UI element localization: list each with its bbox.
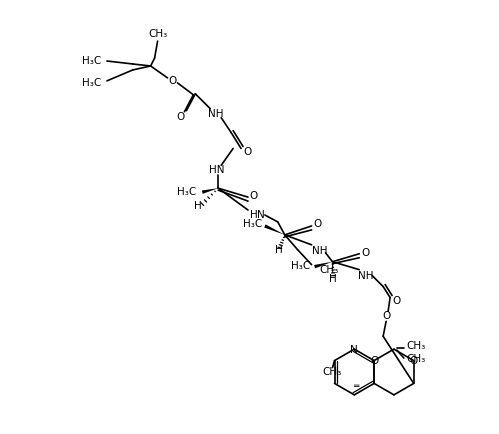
Text: O: O (168, 76, 177, 86)
Text: H₃C: H₃C (291, 261, 310, 271)
Text: O: O (250, 191, 258, 201)
Text: N: N (350, 345, 358, 355)
Text: O: O (361, 248, 369, 258)
Text: H: H (275, 245, 283, 255)
Polygon shape (264, 224, 285, 235)
Text: ═: ═ (353, 382, 358, 391)
Text: NH: NH (312, 246, 327, 256)
Text: NH: NH (358, 271, 374, 281)
Text: CH₃: CH₃ (148, 29, 167, 39)
Text: H: H (250, 210, 258, 220)
Text: O: O (370, 355, 378, 365)
Text: CH₃: CH₃ (407, 341, 426, 351)
Text: H: H (195, 201, 202, 211)
Text: H₃C: H₃C (82, 78, 101, 88)
Text: CH₃: CH₃ (322, 368, 341, 378)
Text: O: O (410, 355, 418, 365)
Polygon shape (202, 188, 218, 194)
Text: CH₃: CH₃ (319, 265, 339, 275)
Text: H: H (328, 273, 336, 283)
Text: O: O (176, 112, 185, 122)
Text: O: O (392, 296, 400, 306)
Text: H₃C: H₃C (82, 56, 101, 66)
Text: NH: NH (209, 108, 224, 118)
Text: O: O (382, 311, 390, 321)
Text: H₃C: H₃C (243, 219, 262, 229)
Text: HN: HN (210, 165, 225, 175)
Text: N: N (257, 210, 265, 220)
Text: O: O (243, 148, 251, 158)
Text: O: O (313, 219, 322, 229)
Text: CH₃: CH₃ (407, 354, 426, 364)
Text: H₃C: H₃C (177, 187, 196, 197)
Polygon shape (314, 262, 332, 268)
